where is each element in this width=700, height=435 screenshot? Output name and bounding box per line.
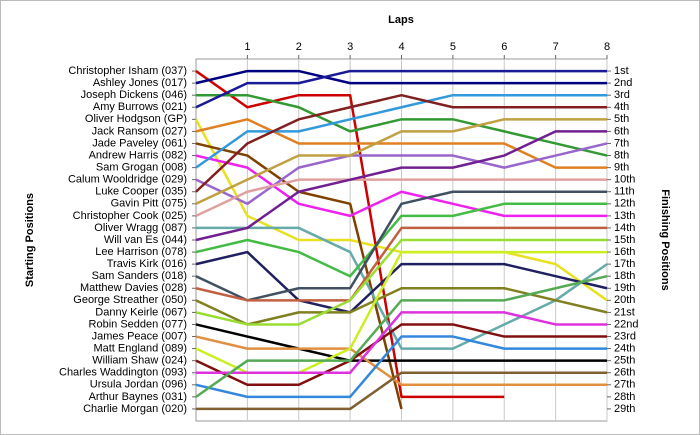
- x-tick-label: 1: [244, 41, 250, 53]
- x-tick-label: 5: [450, 41, 456, 53]
- y2-tick-label: 5th: [614, 113, 629, 125]
- y-tick-label: Jade Paveley (061): [92, 137, 187, 149]
- y2-tick-label: 24th: [614, 343, 635, 355]
- y-tick-label: Danny Keirle (067): [95, 306, 187, 318]
- y-tick-label: Oliver Hodgson (GP): [85, 113, 187, 125]
- y2-tick-label: 3rd: [614, 89, 630, 101]
- y2-tick-label: 15th: [614, 234, 635, 246]
- y2-tick-label: 12th: [614, 198, 635, 210]
- y-tick-label: Andrew Harris (082): [89, 149, 187, 161]
- series-line: [196, 371, 607, 411]
- y-tick-label: James Peace (007): [92, 330, 187, 342]
- y2-tick-label: 2nd: [614, 77, 632, 89]
- x-tick-label: 8: [604, 41, 610, 53]
- y2-tick-label: 7th: [614, 137, 629, 149]
- y2-tick-label: 26th: [614, 367, 635, 379]
- series-line: [195, 178, 607, 217]
- series-line: [195, 323, 607, 387]
- y-tick-label: George Streather (050): [73, 294, 187, 306]
- series-line: [195, 69, 607, 109]
- series-line: [195, 335, 607, 387]
- y2-tick-label: 4th: [614, 101, 629, 113]
- y-tick-label: Lee Harrison (078): [95, 246, 187, 258]
- y2-tick-label: 27th: [614, 379, 635, 391]
- y2-tick-label: 8th: [614, 149, 629, 161]
- y2-tick-label: 14th: [614, 222, 635, 234]
- y2-tick-label: 13th: [614, 210, 635, 222]
- series-line: [196, 226, 608, 350]
- series-line: [195, 274, 608, 398]
- y2-tick-label: 28th: [614, 391, 635, 403]
- y-tick-label: Charles Waddington (093): [59, 367, 187, 379]
- y2-tick-label: 16th: [614, 246, 635, 258]
- x-tick-label: 6: [501, 41, 507, 53]
- series-line: [195, 250, 608, 314]
- y-tick-label: Charlie Morgan (020): [83, 403, 187, 415]
- y-axis-title: Starting Positions: [24, 193, 36, 287]
- y2-tick-label: 19th: [614, 282, 635, 294]
- y2-tick-label: 9th: [614, 162, 629, 174]
- y2-tick-label: 11th: [614, 186, 635, 198]
- series-line: [195, 323, 607, 362]
- y-tick-label: Jack Ransom (027): [92, 125, 187, 137]
- y2-tick-label: 25th: [614, 355, 635, 367]
- y2-tick-label: 6th: [614, 125, 629, 137]
- y2-axis-title: Finishing Positions: [659, 189, 671, 290]
- y2-tick-label: 23rd: [614, 330, 636, 342]
- x-tick-label: 2: [296, 41, 302, 53]
- series-line: [195, 226, 607, 302]
- series-line: [195, 118, 607, 205]
- series-line: [195, 69, 607, 85]
- y-tick-label: Sam Grogan (008): [96, 162, 187, 174]
- y-tick-label: Ashley Jones (017): [93, 77, 187, 89]
- y2-tick-label: 10th: [614, 174, 635, 186]
- series-line: [195, 142, 608, 206]
- series-line: [195, 238, 607, 326]
- y-tick-label: Oliver Wragg (087): [94, 222, 187, 234]
- y-tick-label: Robin Sedden (077): [89, 318, 187, 330]
- y2-tick-label: 17th: [614, 258, 635, 270]
- y-tick-label: Arthur Baynes (031): [89, 391, 187, 403]
- series-line: [195, 335, 607, 399]
- y-tick-label: Travis Kirk (016): [107, 258, 187, 270]
- y-tick-label: Christopher Isham (037): [68, 65, 187, 77]
- series-line: [195, 70, 505, 399]
- y-tick-label: Amy Burrows (021): [93, 101, 187, 113]
- y-tick-label: Christopher Cook (025): [73, 210, 187, 222]
- x-tick-label: 3: [347, 41, 353, 53]
- series-line: [195, 154, 607, 218]
- y2-tick-label: 1st: [614, 65, 629, 77]
- y-tick-label: William Shaw (024): [92, 355, 187, 367]
- y-tick-label: Calum Wooldridge (029): [68, 174, 187, 186]
- y2-tick-label: 21st: [614, 306, 635, 318]
- y-tick-label: Matt England (089): [93, 343, 187, 355]
- y-tick-label: Joseph Dickens (046): [81, 89, 187, 101]
- series-line: [195, 93, 607, 193]
- y-tick-label: Ursula Jordan (096): [90, 379, 187, 391]
- series-line: [195, 130, 607, 242]
- y2-tick-label: 22nd: [614, 318, 638, 330]
- y-tick-label: Will van Es (044): [104, 234, 187, 246]
- series-line: [195, 93, 607, 169]
- y-tick-label: Gavin Pitt (075): [111, 198, 187, 210]
- series-line: [195, 190, 607, 302]
- y2-tick-label: 20th: [614, 294, 635, 306]
- y-tick-label: Matthew Davies (028): [80, 282, 187, 294]
- chart-title: Laps: [388, 14, 414, 26]
- y2-tick-label: 18th: [614, 270, 635, 282]
- series-line: [195, 202, 607, 278]
- x-tick-label: 7: [553, 41, 559, 53]
- y-tick-label: Luke Cooper (035): [95, 186, 187, 198]
- y2-tick-label: 29th: [614, 403, 635, 415]
- x-tick-label: 4: [398, 41, 404, 53]
- series-line: [195, 287, 608, 326]
- series-line: [196, 311, 607, 374]
- y-tick-label: Sam Sanders (018): [92, 270, 187, 282]
